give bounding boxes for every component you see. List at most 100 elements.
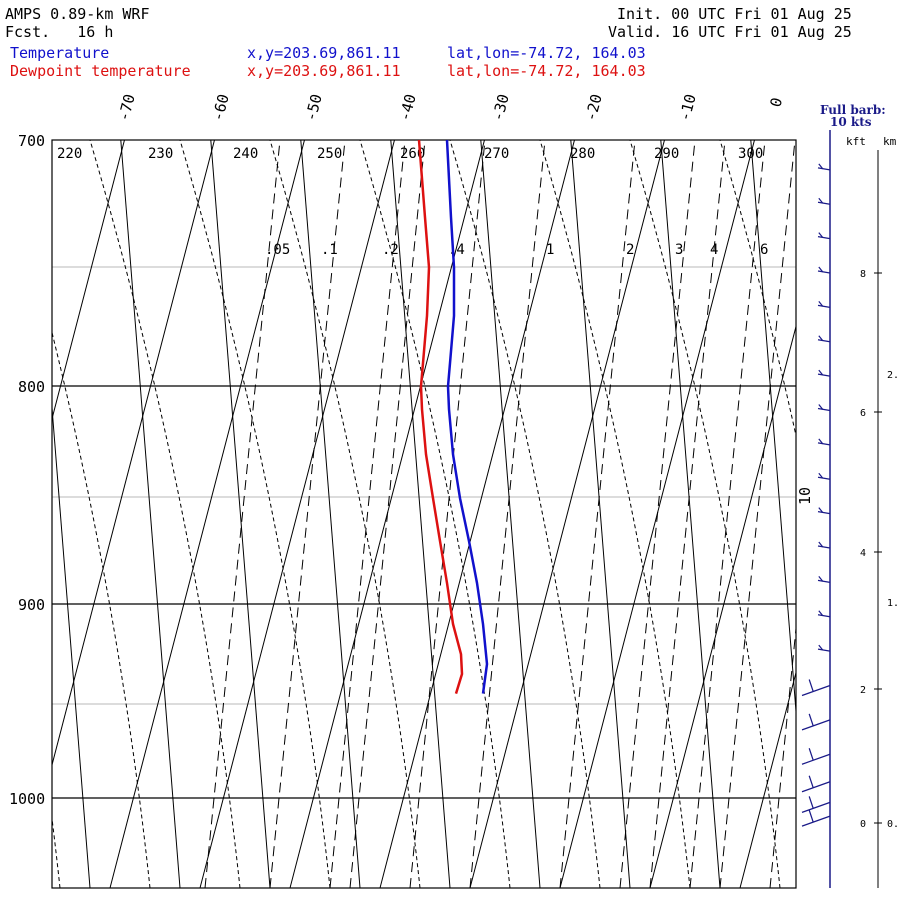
pressure-label-700: 700: [18, 132, 45, 150]
wind-barb-flag: [818, 644, 824, 651]
wind-barb-flag: [818, 163, 824, 170]
isotherm-label-m50: -50: [301, 92, 325, 123]
isotherm-label-m60: -60: [208, 92, 232, 123]
wind-barb-flag: [818, 404, 824, 410]
wind-barb: [817, 442, 831, 446]
km-tick-0: 0.: [887, 819, 899, 830]
wind-barb: [817, 167, 831, 171]
legend-temperature-latlon: lat,lon=-74.72, 164.03: [447, 44, 646, 62]
wind-panel: Full barb: 10 kts kft km 8 6 4 2 0 2. 1.…: [801, 103, 899, 888]
isotherm-label-10: 10: [796, 487, 814, 505]
wind-barb: [817, 648, 831, 652]
mixing-ratio-line: [409, 140, 486, 888]
dry-adiabat-line: [660, 140, 721, 888]
isotherm-line: [830, 140, 900, 888]
wind-barb: [817, 476, 831, 480]
legend-temperature-label: Temperature: [10, 44, 110, 62]
isotherm-line: [649, 324, 796, 888]
wind-barb-flag: [818, 266, 824, 273]
moist-adiabat-line: [359, 140, 511, 888]
theta-label-280: 280: [570, 146, 595, 162]
wind-barb: [801, 719, 831, 731]
wind-barb: [801, 801, 831, 813]
init-time: Init. 00 UTC Fri 01 Aug 25: [617, 5, 852, 23]
kft-tick-2: 2: [860, 685, 866, 696]
wind-barb: [801, 815, 831, 827]
km-unit-label: km: [883, 135, 897, 148]
temperature-profile: [445, 139, 489, 694]
moist-adiabat-line: [449, 140, 601, 888]
mixing-ratio-line: [649, 140, 726, 888]
wind-barb-flag: [818, 438, 824, 445]
theta-label-220: 220: [57, 146, 82, 162]
valid-time: Valid. 16 UTC Fri 01 Aug 25: [608, 23, 852, 41]
wind-barb: [817, 373, 831, 377]
dry-adiabat-line: [570, 140, 631, 888]
wind-barbs: [801, 163, 831, 827]
theta-labels: 220 230 240 250 260 270 280 290 300: [57, 146, 763, 162]
moist-adiabat-line: [629, 140, 781, 888]
mixing-ratio-line: [619, 140, 696, 888]
wind-barb: [817, 407, 831, 412]
wind-barb-flag: [808, 679, 814, 692]
mixing-ratio-label-3: 3: [675, 242, 683, 258]
wind-barb-flag: [808, 796, 814, 809]
pressure-label-800: 800: [18, 378, 45, 396]
mixing-ratio-line: [204, 140, 281, 888]
km-tick-1: 1.: [887, 598, 899, 609]
wind-barb: [801, 684, 831, 697]
isotherm-line: [109, 140, 305, 888]
legend-dewpoint-latlon: lat,lon=-74.72, 164.03: [447, 62, 646, 80]
wind-barb: [817, 304, 831, 308]
mixing-ratio-label-2: 2: [626, 242, 634, 258]
dry-adiabat-line: [390, 140, 451, 888]
legend-dewpoint-label: Dewpoint temperature: [10, 62, 191, 80]
mixing-ratio-label-1: 1: [546, 242, 554, 258]
dry-adiabat-line: [840, 130, 900, 888]
moist-adiabat-line: [269, 140, 421, 888]
mixing-ratio-label-005: .05: [265, 242, 290, 258]
theta-label-250: 250: [317, 146, 342, 162]
pressure-label-900: 900: [18, 596, 45, 614]
wind-barb-flag: [808, 748, 814, 761]
wind-barb: [801, 781, 831, 793]
theta-label-270: 270: [484, 146, 509, 162]
isotherm-line: [199, 140, 395, 888]
isotherm-line: [52, 140, 125, 421]
dry-adiabat-line: [210, 140, 271, 888]
moist-adiabat-line: [52, 814, 61, 888]
wind-barb-flag: [818, 335, 824, 342]
wind-barb: [817, 270, 831, 274]
isotherm-label-0: 0: [766, 96, 786, 109]
wind-barb-flag: [818, 472, 824, 479]
mixing-ratio-line: [349, 140, 426, 888]
wind-barb: [817, 579, 831, 583]
mixing-ratio-line: [329, 140, 406, 888]
plot-frame: [51, 139, 797, 889]
header: AMPS 0.89-km WRF Fcst. 16 h Init. 00 UTC…: [0, 0, 900, 90]
isotherm-line: [52, 140, 215, 767]
km-tick-2: 2.: [887, 370, 899, 381]
minor-pressure-lines: [52, 266, 796, 705]
major-pressure-lines: [52, 385, 796, 799]
wind-barb-flag: [818, 369, 824, 376]
legend-temperature-xy: x,y=203.69,861.11: [247, 44, 401, 62]
wind-barb: [817, 614, 831, 618]
theta-label-290: 290: [654, 146, 679, 162]
theta-label-240: 240: [233, 146, 258, 162]
mixing-ratio-line: [469, 140, 546, 888]
dewpoint-profile: [417, 139, 464, 694]
wind-panel-title-2: 10 kts: [830, 115, 872, 129]
wind-barb: [817, 545, 831, 549]
kft-tick-6: 6: [860, 408, 866, 419]
isotherm-line: [739, 670, 796, 888]
theta-label-230: 230: [148, 146, 173, 162]
pressure-label-1000: 1000: [9, 790, 45, 808]
moist-adiabat-line: [89, 140, 241, 888]
isotherm-label-m10: -10: [675, 92, 699, 123]
theta-label-300: 300: [738, 146, 763, 162]
mixing-ratio-line: [559, 140, 636, 888]
moist-adiabat-line: [719, 140, 796, 438]
wind-barb: [817, 201, 831, 205]
wind-barb: [801, 753, 831, 765]
